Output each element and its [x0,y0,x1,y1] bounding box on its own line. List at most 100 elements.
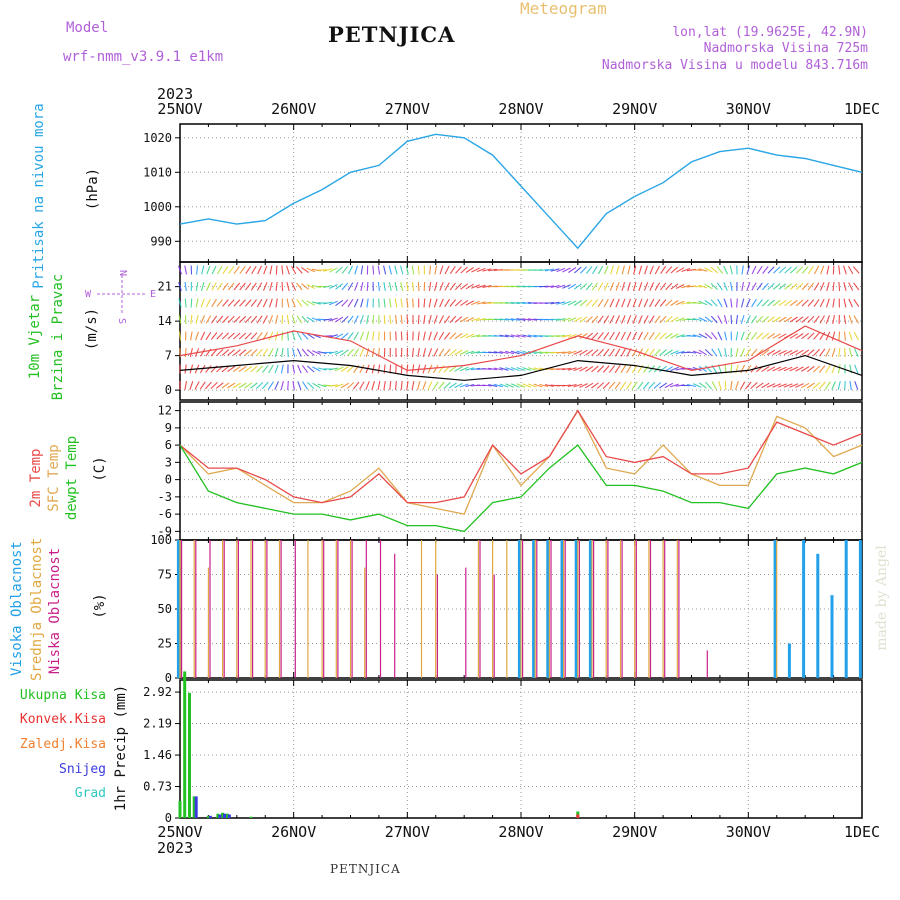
wind-vector [819,298,825,308]
wind-vector [233,332,241,340]
wind-vector [831,348,836,357]
sfc-temp-line [179,409,863,515]
wind-vector [825,315,831,324]
wind-vector [429,265,432,275]
wind-vector [460,316,469,323]
wind-vector [275,314,279,325]
wind-vector [556,284,566,289]
wind-vector [233,316,241,323]
wind-vector [244,299,252,307]
wind-vector [585,349,594,356]
cloud-mid-bar [236,540,238,678]
wind-vector [422,347,427,358]
wind-vector [217,265,223,275]
wind-vector [837,380,841,391]
wind-vector [428,281,432,292]
wind-vector [643,298,649,308]
cloud-low-bar [593,540,595,678]
wind-compass: N S W E [85,270,156,324]
cloud-low-bar [678,540,680,678]
y-tick-label: 9 [165,421,172,435]
cloud-low-bar [522,540,524,678]
wind-vector [740,298,745,308]
wind-vector [427,381,433,390]
wind-vector [608,381,616,390]
wind-vector [388,281,392,292]
wind-vector [710,299,718,307]
y-tick-label: 0 [165,473,172,487]
wind-vector [443,332,451,340]
wind-vector [434,281,438,292]
wind-vector [311,317,321,322]
wind-vector [510,318,520,321]
wind-vector [394,265,398,275]
wind-vector [603,331,610,341]
wind-vector [323,268,333,272]
wind-vector [795,383,804,388]
wind-vector [729,265,733,275]
wind-vector [359,315,364,324]
wind-vector [807,299,815,307]
wind-vector [848,282,854,291]
wind-vector [648,315,655,324]
wind-vector [704,316,713,323]
wind-vector [783,350,793,355]
wind-vector [195,315,199,324]
legend-total-rain: Ukupna Kisa [19,688,106,703]
wind-vector [789,383,799,388]
wind-vector [790,266,798,274]
wind-vector [698,268,708,272]
wind-vector [710,266,719,274]
wind-vector [573,350,583,355]
wind-vector [527,350,537,355]
wind-vector [838,331,841,341]
wind-vector [602,365,610,373]
wind-vector [847,265,854,275]
wind-vector [819,331,826,341]
wind-vector [334,333,344,339]
wind-vector [372,331,375,341]
cloud-mid-bar [307,540,309,678]
wind-vector [556,318,566,321]
cloud-low-bar [578,540,580,678]
wind-vector [632,348,638,357]
wind-vector [366,281,369,292]
wind-vector [724,348,727,357]
wind-vector [499,318,509,321]
wind-vector [353,348,360,357]
wind-vector [784,316,793,323]
wind-vector [654,265,660,275]
wind-vector [704,267,713,273]
wind-vector [789,299,798,307]
wind-vector [178,331,182,341]
wind-vector [772,283,781,290]
wind-vector [341,299,349,307]
wind-vector [698,349,707,356]
wind-vector [675,284,685,289]
wind-vector [723,265,728,275]
wind-vector [306,332,315,340]
wind-vector [301,332,309,340]
wind-vector [750,332,758,340]
wind-vector [654,282,661,291]
wind-vector [573,316,582,323]
wind-vector [353,315,359,324]
wind-vector [389,298,392,308]
wind-vector [736,298,738,308]
wind-vector [400,364,403,374]
wind-vector [194,381,200,390]
wind-vector [190,298,193,308]
wind-vector [568,267,577,273]
wind-vector [493,383,503,388]
wind-vector [216,349,224,356]
wind-vector [807,332,815,340]
wind-vector [505,350,515,355]
wind-vector [664,349,673,356]
wind-vector [454,366,463,372]
cloud-mid-bar [193,540,195,678]
wind-vector [301,365,309,373]
date-label-top: 28NOV [498,100,543,118]
wind-vector [801,316,809,323]
cloud-mid-bar [207,567,209,678]
wind-vector [686,335,697,337]
